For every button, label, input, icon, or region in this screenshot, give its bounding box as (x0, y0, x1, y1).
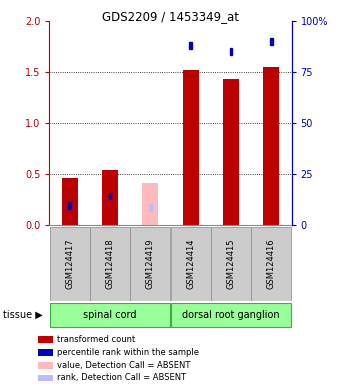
Text: GSM124416: GSM124416 (267, 239, 276, 289)
FancyBboxPatch shape (171, 303, 291, 327)
Bar (38, 349, 53, 356)
Bar (38, 374, 53, 381)
Text: GDS2209 / 1453349_at: GDS2209 / 1453349_at (102, 10, 239, 23)
FancyBboxPatch shape (50, 227, 90, 301)
Text: GSM124419: GSM124419 (146, 239, 155, 289)
Text: GSM124417: GSM124417 (65, 239, 74, 289)
Bar (38, 362, 53, 369)
Bar (263, 67, 280, 225)
Text: transformed count: transformed count (57, 335, 135, 344)
Bar (109, 193, 111, 199)
Text: percentile rank within the sample: percentile rank within the sample (57, 348, 199, 357)
Bar (142, 183, 158, 225)
Bar (149, 204, 152, 211)
Bar (38, 336, 53, 343)
Bar (183, 70, 199, 225)
FancyBboxPatch shape (130, 227, 170, 301)
Text: value, Detection Call = ABSENT: value, Detection Call = ABSENT (57, 361, 191, 370)
Bar (230, 48, 232, 55)
FancyBboxPatch shape (171, 227, 211, 301)
FancyBboxPatch shape (211, 227, 251, 301)
Text: dorsal root ganglion: dorsal root ganglion (182, 310, 280, 320)
Text: GSM124414: GSM124414 (186, 239, 195, 289)
Bar (102, 170, 118, 225)
Text: rank, Detection Call = ABSENT: rank, Detection Call = ABSENT (57, 373, 187, 382)
Bar (189, 42, 192, 49)
Bar (68, 202, 71, 209)
Text: tissue ▶: tissue ▶ (3, 310, 43, 320)
Bar (223, 79, 239, 225)
FancyBboxPatch shape (50, 303, 170, 327)
Bar (270, 38, 273, 45)
Text: spinal cord: spinal cord (83, 310, 137, 320)
Text: GSM124415: GSM124415 (226, 239, 236, 289)
FancyBboxPatch shape (251, 227, 291, 301)
FancyBboxPatch shape (90, 227, 130, 301)
Bar (61, 178, 78, 225)
Text: GSM124418: GSM124418 (105, 239, 115, 289)
